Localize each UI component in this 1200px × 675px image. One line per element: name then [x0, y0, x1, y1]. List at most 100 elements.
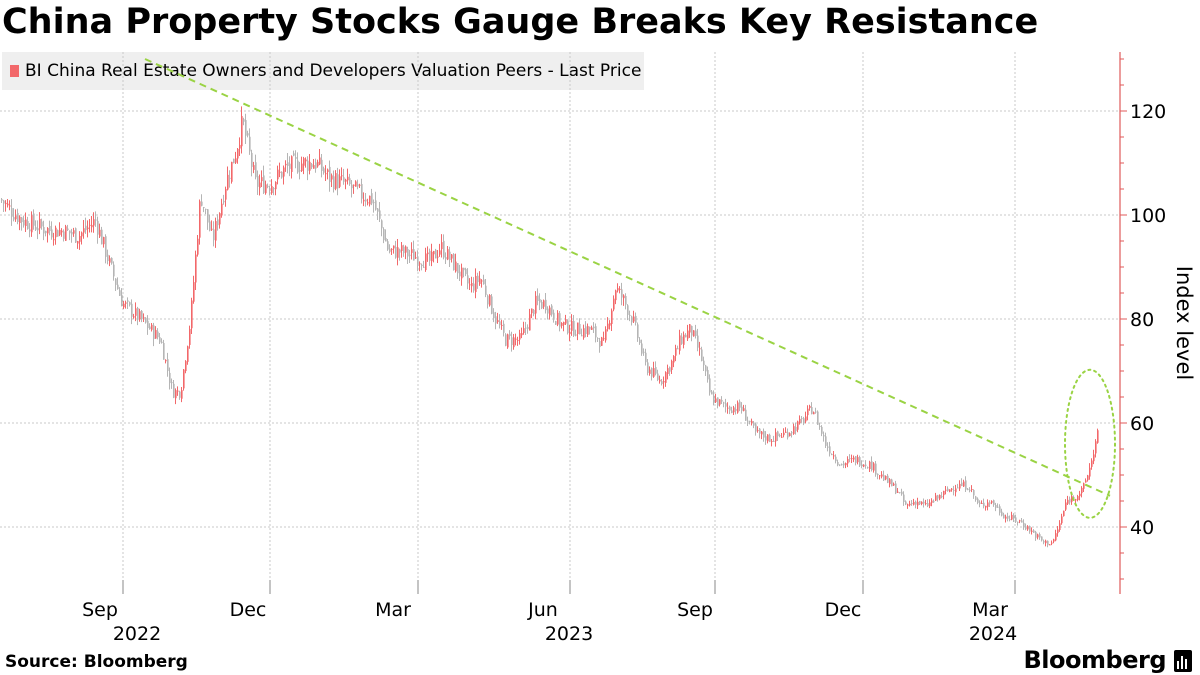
candle-body: [57, 230, 59, 237]
candle-body: [351, 184, 353, 189]
candle-body: [1077, 496, 1079, 501]
candle-body: [643, 351, 645, 353]
candle-body: [775, 432, 777, 442]
candle-body: [959, 483, 961, 489]
candle-body: [55, 227, 57, 238]
candle-body: [577, 322, 579, 335]
candle-body: [391, 248, 393, 250]
candle-body: [801, 418, 803, 420]
candle-body: [293, 153, 295, 156]
candle-body: [437, 256, 439, 258]
candle-body: [1079, 493, 1081, 497]
candle-body: [657, 373, 659, 380]
candle-body: [345, 179, 347, 182]
candle-body: [1035, 531, 1037, 538]
candle-body: [211, 228, 213, 230]
candle-body: [875, 463, 877, 475]
candle-body: [25, 219, 27, 226]
candle-body: [1005, 516, 1007, 519]
candle-body: [705, 365, 707, 372]
candle-body: [933, 501, 935, 503]
candle-body: [285, 163, 287, 166]
candle-body: [501, 324, 503, 326]
candle-body: [667, 368, 669, 375]
candle-body: [993, 500, 995, 505]
candle-body: [475, 275, 477, 293]
candle-body: [917, 501, 919, 506]
candle-body: [315, 162, 317, 169]
candle-body: [825, 436, 827, 446]
candle-body: [939, 494, 941, 499]
candle-body: [15, 215, 17, 220]
candle-body: [779, 435, 781, 437]
candle-body: [243, 119, 245, 122]
candle-body: [397, 247, 399, 258]
candle-body: [515, 338, 517, 340]
candle-body: [893, 483, 895, 486]
candle-body: [319, 157, 321, 165]
candle-body: [991, 501, 993, 503]
candle-body: [145, 317, 147, 323]
candle-body: [683, 334, 685, 345]
candle-body: [679, 335, 681, 351]
candle-body: [395, 246, 397, 258]
resistance-trendline: [144, 58, 1111, 497]
candle-body: [453, 254, 455, 271]
candle-body: [1017, 521, 1019, 523]
candle-body: [413, 249, 415, 261]
candle-body: [815, 411, 817, 413]
candle-body: [119, 290, 121, 296]
candle-body: [1083, 483, 1085, 489]
candle-body: [91, 224, 93, 228]
candle-body: [761, 431, 763, 435]
candle-body: [165, 359, 167, 362]
candle-body: [1067, 499, 1069, 504]
candle-body: [241, 116, 243, 147]
candle-body: [379, 210, 381, 219]
candle-body: [215, 221, 217, 241]
candle-body: [813, 412, 815, 415]
candle-body: [713, 395, 715, 404]
candle-body: [337, 174, 339, 189]
candle-body: [645, 352, 647, 363]
candle-body: [747, 420, 749, 422]
x-year-label: 2022: [113, 623, 161, 645]
candle-body: [581, 335, 583, 337]
candle-body: [863, 464, 865, 467]
candle-body: [189, 329, 191, 345]
candle-body: [367, 202, 369, 204]
candle-body: [931, 500, 933, 503]
candle-body: [205, 208, 207, 210]
candle-body: [401, 245, 403, 251]
candle-body: [383, 229, 385, 241]
candle-body: [131, 303, 133, 317]
candle-body: [623, 295, 625, 299]
x-month-label: Dec: [825, 599, 862, 621]
annotations: [144, 58, 1116, 519]
candle-body: [613, 298, 615, 310]
candle-body: [865, 464, 867, 466]
candle-body: [291, 156, 293, 172]
candle-body: [781, 436, 783, 438]
candle-body: [461, 267, 463, 279]
candle-body: [975, 496, 977, 500]
candle-body: [417, 256, 419, 266]
candle-body: [533, 309, 535, 315]
candle-body: [593, 326, 595, 329]
candle-body: [1057, 529, 1059, 534]
candle-body: [953, 489, 955, 491]
x-month-label: Sep: [677, 599, 713, 621]
candle-body: [465, 268, 467, 275]
candle-body: [733, 407, 735, 413]
candle-body: [583, 328, 585, 338]
candle-body: [951, 488, 953, 490]
candle-body: [1095, 441, 1097, 454]
candle-body: [1043, 540, 1045, 543]
candle-body: [51, 229, 53, 238]
candle-body: [763, 430, 765, 438]
candle-body: [557, 312, 559, 325]
candle-body: [899, 492, 901, 494]
y-tick-label: 40: [1130, 517, 1154, 539]
candle-body: [219, 213, 221, 225]
source-note: Source: Bloomberg: [5, 652, 188, 672]
